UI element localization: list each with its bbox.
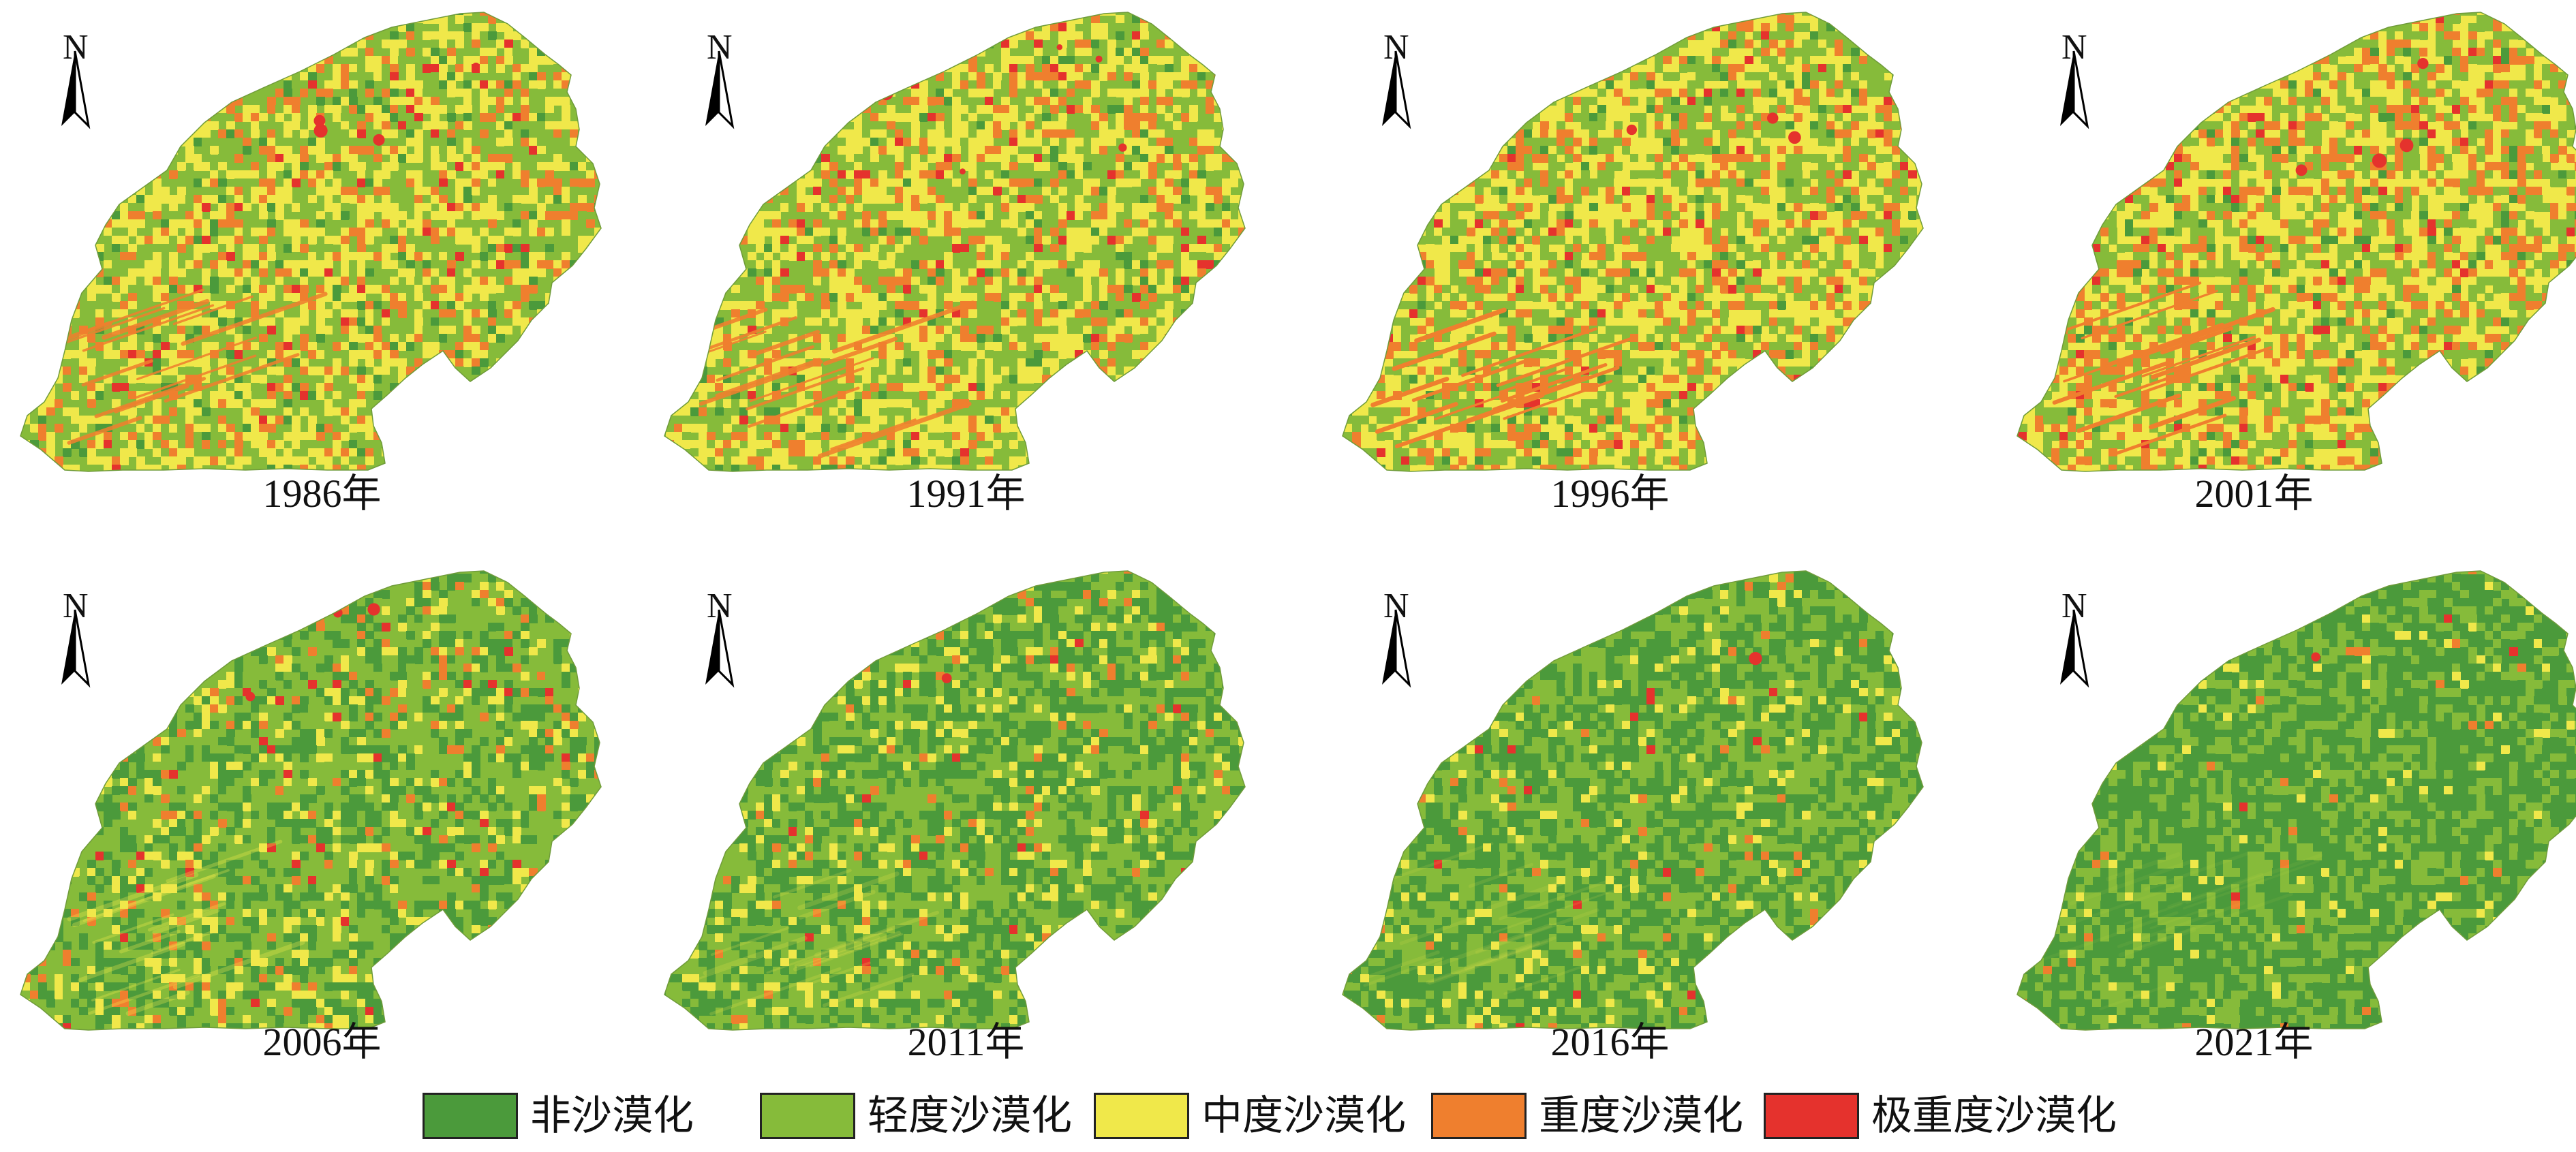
map-panel-2011: N 2011年 — [644, 548, 1288, 1093]
year-label: 2011年 — [644, 1018, 1288, 1066]
year-label: 2021年 — [1932, 1018, 2576, 1066]
north-arrow-icon — [2060, 609, 2089, 688]
region-outline — [1342, 570, 1924, 1031]
north-label: N — [63, 587, 89, 625]
north-arrow-icon — [61, 609, 91, 688]
legend-label: 非沙漠化 — [530, 1090, 694, 1142]
north-label: N — [707, 587, 733, 625]
year-label: 2001年 — [1932, 470, 2576, 518]
north-label: N — [2061, 29, 2087, 67]
legend-swatch — [1431, 1093, 1527, 1139]
legend-swatch — [423, 1093, 518, 1139]
legend-swatch — [760, 1093, 855, 1139]
map-panel-1991: N 1991年 — [644, 0, 1288, 545]
legend-label: 重度沙漠化 — [1539, 1090, 1743, 1142]
map-panel-2016: N 2016年 — [1288, 548, 1932, 1093]
region-outline — [2017, 570, 2576, 1031]
north-label: N — [707, 29, 733, 67]
map-panel-2021: N 2021年 — [1932, 548, 2576, 1093]
north-arrow-icon — [705, 609, 735, 688]
legend-swatch — [1094, 1093, 1189, 1139]
map-1996 — [1342, 12, 1924, 472]
year-label: 1991年 — [644, 470, 1288, 518]
map-panel-1996: N 1996年 — [1288, 0, 1932, 545]
year-label: 2006年 — [0, 1018, 644, 1066]
map-2011 — [664, 570, 1246, 1031]
north-arrow-icon — [705, 50, 735, 129]
year-label: 2016年 — [1288, 1018, 1932, 1066]
north-label: N — [63, 29, 89, 67]
map-panel-2001: N 2001年 — [1932, 0, 2576, 545]
north-label: N — [2061, 587, 2087, 625]
map-2006 — [20, 570, 602, 1031]
region-outline — [1342, 12, 1924, 472]
legend-label: 极重度沙漠化 — [1871, 1090, 2117, 1142]
map-2001 — [2017, 12, 2576, 472]
north-arrow-icon — [1382, 50, 1411, 129]
map-panel-2006: N 2006年 — [0, 548, 644, 1093]
map-2021 — [2017, 570, 2576, 1031]
region-outline — [664, 570, 1246, 1031]
north-arrow-icon — [2060, 50, 2089, 129]
region-outline — [2017, 12, 2576, 472]
map-1986 — [20, 12, 602, 472]
legend-swatch — [1764, 1093, 1859, 1139]
map-panel-1986: N 1986年 — [0, 0, 644, 545]
region-outline — [664, 12, 1246, 472]
year-label: 1986年 — [0, 470, 644, 518]
legend: 非沙漠化 轻度沙漠化 中度沙漠化 重度沙漠化 极重度沙漠化 — [0, 1083, 2576, 1145]
map-2016 — [1342, 570, 1924, 1031]
north-arrow-icon — [61, 50, 91, 129]
north-label: N — [1383, 29, 1409, 67]
year-label: 1996年 — [1288, 470, 1932, 518]
legend-label: 中度沙漠化 — [1201, 1090, 1406, 1142]
north-arrow-icon — [1382, 609, 1411, 688]
map-1991 — [664, 12, 1246, 472]
region-outline — [20, 570, 602, 1031]
north-label: N — [1383, 587, 1409, 625]
region-outline — [20, 12, 602, 472]
raster-cells — [2017, 12, 2576, 471]
legend-label: 轻度沙漠化 — [868, 1090, 1072, 1142]
